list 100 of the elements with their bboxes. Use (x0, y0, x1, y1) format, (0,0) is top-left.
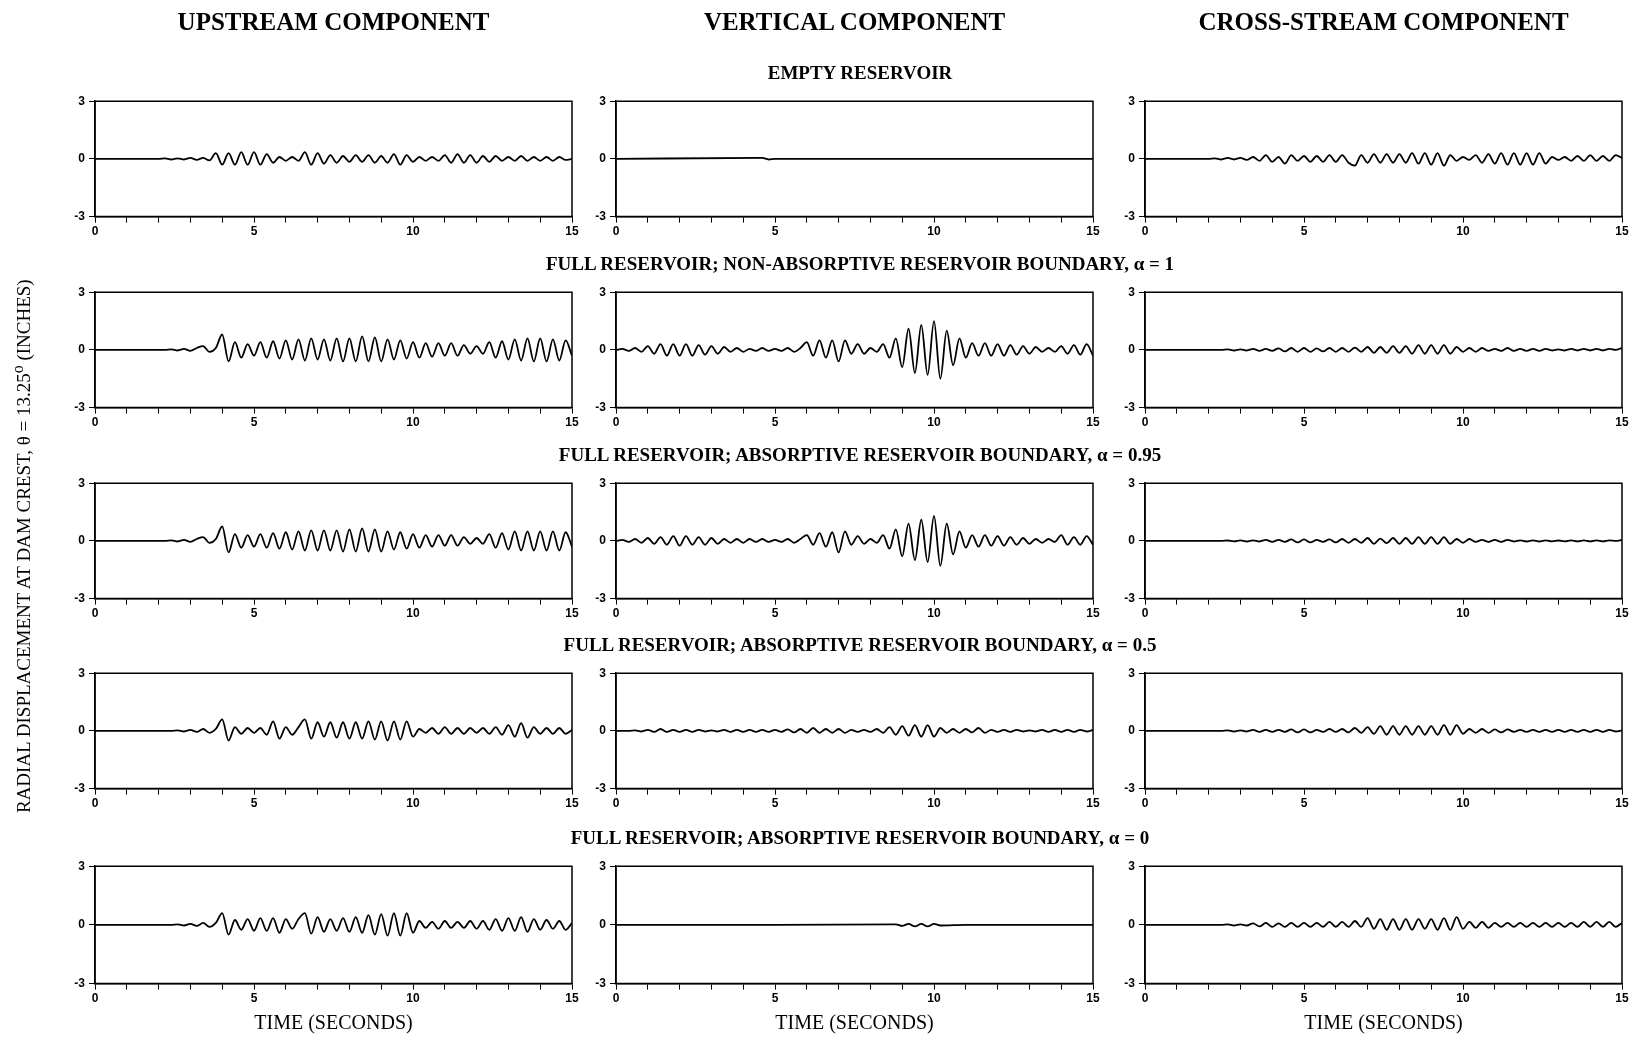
x-tick-label: 15 (1615, 606, 1629, 621)
chart-subtitle: FULL RESERVOIR; ABSORPTIVE RESERVOIR BOUNDARY, α = 0.95 (557, 444, 1163, 466)
y-tick-label: 0 (78, 342, 86, 357)
x-tick-label: 15 (565, 796, 579, 811)
x-tick-label: 0 (612, 606, 620, 621)
x-tick-label: 5 (1300, 224, 1308, 239)
y-tick-label: 0 (1128, 723, 1136, 738)
y-tick-label: -3 (595, 975, 607, 990)
y-tick-label: 3 (1128, 93, 1136, 108)
y-tick-label: -3 (74, 780, 86, 795)
y-tick-label: 3 (1128, 475, 1136, 490)
x-tick-label: 10 (406, 991, 420, 1006)
x-axis-title: TIME (SECONDS) (254, 1011, 413, 1035)
x-tick-label: 5 (1300, 415, 1308, 430)
x-tick-label: 5 (771, 796, 779, 811)
chart-subtitle: EMPTY RESERVOIR (766, 62, 954, 84)
x-tick-label: 5 (771, 991, 779, 1006)
y-tick-label: 3 (78, 284, 86, 299)
x-tick-label: 10 (1456, 991, 1470, 1006)
x-tick-label: 10 (927, 224, 941, 239)
y-tick-label: -3 (595, 208, 607, 223)
x-tick-label: 15 (1615, 224, 1629, 239)
y-tick-label: 3 (599, 475, 607, 490)
x-tick-label: 0 (612, 224, 620, 239)
x-tick-label: 10 (1456, 796, 1470, 811)
x-tick-label: 15 (565, 606, 579, 621)
x-tick-label: 15 (1086, 796, 1100, 811)
y-tick-label: 0 (78, 917, 86, 932)
chart-title: CROSS-STREAM COMPONENT (1197, 8, 1570, 36)
x-tick-label: 10 (1456, 606, 1470, 621)
y-tick-label: 3 (1128, 284, 1136, 299)
y-tick-label: 3 (78, 475, 86, 490)
chart-subtitle: FULL RESERVOIR; NON-ABSORPTIVE RESERVOIR BOUNDARY, α = 1 (544, 253, 1176, 275)
y-tick-label: 0 (1128, 533, 1136, 548)
x-tick-label: 5 (250, 415, 258, 430)
y-tick-label: 0 (599, 533, 607, 548)
x-axis-title: TIME (SECONDS) (1304, 1011, 1463, 1035)
y-tick-label: -3 (595, 590, 607, 605)
y-tick-label: -3 (74, 208, 86, 223)
y-tick-label: 3 (1128, 858, 1136, 873)
y-tick-label: -3 (1124, 208, 1136, 223)
y-tick-label: 3 (599, 665, 607, 680)
x-tick-label: 10 (927, 796, 941, 811)
x-tick-label: 15 (1086, 415, 1100, 430)
x-tick-label: 0 (91, 606, 99, 621)
x-tick-label: 5 (771, 415, 779, 430)
y-tick-label: -3 (1124, 590, 1136, 605)
y-tick-label: 3 (1128, 665, 1136, 680)
x-tick-label: 0 (91, 991, 99, 1006)
x-tick-label: 5 (250, 991, 258, 1006)
y-tick-label: -3 (1124, 399, 1136, 414)
y-tick-label: 0 (78, 723, 86, 738)
x-tick-label: 0 (91, 796, 99, 811)
y-tick-label: 3 (78, 93, 86, 108)
x-tick-label: 15 (565, 991, 579, 1006)
x-tick-label: 10 (406, 224, 420, 239)
chart-subtitle: FULL RESERVOIR; ABSORPTIVE RESERVOIR BOUNDARY, α = 0.5 (562, 634, 1158, 656)
y-tick-label: -3 (1124, 975, 1136, 990)
x-tick-label: 0 (612, 415, 620, 430)
x-tick-label: 5 (771, 606, 779, 621)
x-tick-label: 0 (1141, 796, 1149, 811)
y-tick-label: 3 (599, 858, 607, 873)
x-tick-label: 10 (406, 415, 420, 430)
x-tick-label: 10 (927, 415, 941, 430)
y-tick-label: -3 (74, 975, 86, 990)
y-tick-label: 0 (1128, 917, 1136, 932)
y-tick-label: 3 (599, 93, 607, 108)
x-tick-label: 0 (1141, 991, 1149, 1006)
x-tick-label: 5 (1300, 796, 1308, 811)
y-tick-label: 0 (78, 151, 86, 166)
chart-subtitle: FULL RESERVOIR; ABSORPTIVE RESERVOIR BOUNDARY, α = 0 (569, 827, 1151, 849)
y-tick-label: 3 (599, 284, 607, 299)
x-tick-label: 0 (1141, 606, 1149, 621)
x-tick-label: 10 (1456, 224, 1470, 239)
x-tick-label: 15 (1615, 991, 1629, 1006)
y-tick-label: -3 (595, 399, 607, 414)
y-tick-label: -3 (595, 780, 607, 795)
x-tick-label: 5 (1300, 606, 1308, 621)
x-tick-label: 0 (612, 796, 620, 811)
x-tick-label: 10 (406, 796, 420, 811)
y-tick-label: 3 (78, 858, 86, 873)
x-tick-label: 15 (1615, 796, 1629, 811)
x-tick-label: 5 (250, 796, 258, 811)
x-tick-label: 0 (91, 415, 99, 430)
y-tick-label: 0 (599, 151, 607, 166)
x-tick-label: 0 (1141, 415, 1149, 430)
x-tick-label: 10 (1456, 415, 1470, 430)
x-tick-label: 0 (612, 991, 620, 1006)
x-tick-label: 5 (250, 606, 258, 621)
y-tick-label: 0 (1128, 342, 1136, 357)
x-tick-label: 15 (1086, 606, 1100, 621)
x-tick-label: 15 (1086, 991, 1100, 1006)
x-tick-label: 10 (406, 606, 420, 621)
x-tick-label: 5 (1300, 991, 1308, 1006)
y-tick-label: 0 (78, 533, 86, 548)
x-tick-label: 15 (1615, 415, 1629, 430)
y-tick-label: 0 (599, 342, 607, 357)
y-tick-label: -3 (1124, 780, 1136, 795)
y-tick-label: -3 (74, 399, 86, 414)
y-tick-label: 0 (1128, 151, 1136, 166)
